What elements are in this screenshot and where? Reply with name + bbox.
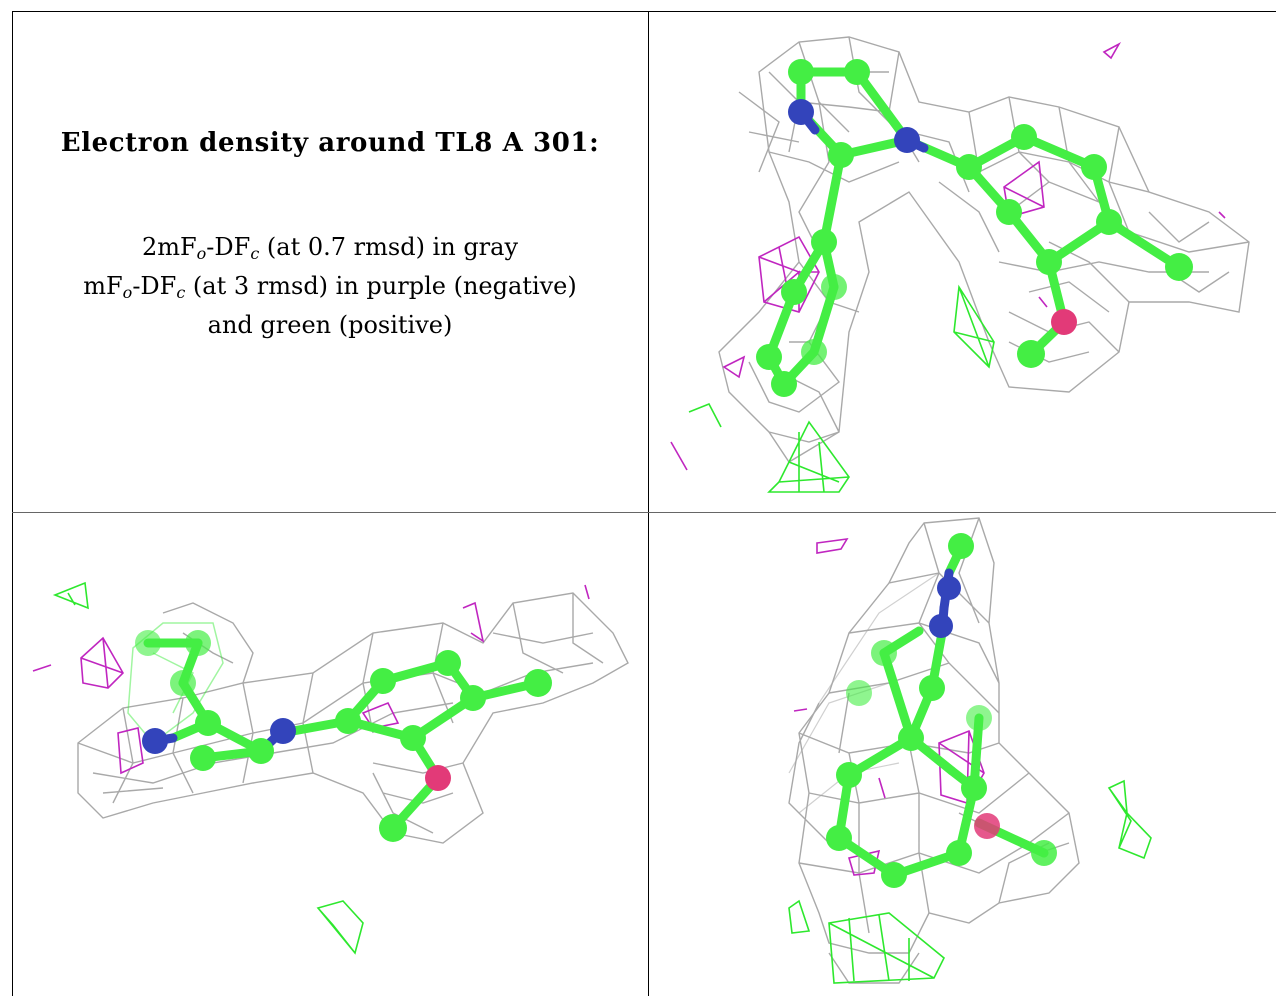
density-panel-bottom-left [13, 513, 648, 996]
top-border [12, 11, 1276, 12]
mesh-positive [688, 284, 995, 493]
middle-divider [12, 512, 1276, 513]
caption-line-positive: and green (positive) [207, 311, 453, 339]
caption-line-2fofc: 2mFo-DFc (at 0.7 rmsd) in gray [141, 233, 519, 263]
density-panel-bottom-right [649, 513, 1276, 996]
density-render-view-3 [788, 517, 1152, 984]
mesh-positive-faded [127, 622, 224, 745]
density-render-view-2 [32, 581, 629, 955]
caption-line-fofc: mFo-DFc (at 3 rmsd) in purple (negative) [83, 272, 577, 302]
density-panel-top-right [649, 12, 1276, 512]
ligand-atoms [135, 630, 552, 842]
mesh-positive [52, 581, 364, 955]
ligand-atoms [826, 533, 1057, 888]
caption-title: Electron density around TL8 A 301: [60, 128, 600, 158]
mesh-negative [670, 41, 1226, 471]
mesh-negative [32, 584, 590, 775]
density-render-view-1 [670, 36, 1250, 493]
mesh-positive [788, 779, 1152, 984]
caption-cell: Electron density around TL8 A 301: 2mFo-… [12, 128, 648, 345]
center-divider [648, 11, 649, 996]
left-border [12, 11, 13, 996]
mesh-2fofc [788, 517, 1080, 984]
ligand-atoms [756, 59, 1193, 397]
